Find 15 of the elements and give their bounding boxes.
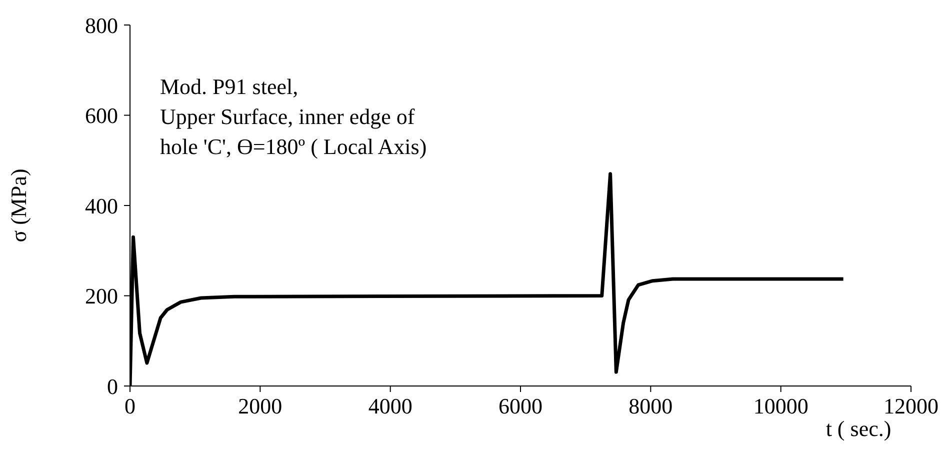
y-tick-label: 0 bbox=[107, 374, 118, 399]
x-tick-label: 2000 bbox=[238, 394, 282, 419]
y-axis-title: σ (MPa) bbox=[6, 168, 31, 242]
y-tick-label: 200 bbox=[85, 284, 118, 309]
y-tick-label: 800 bbox=[85, 12, 118, 38]
x-tick-label: 4000 bbox=[368, 394, 412, 419]
annotation: Mod. P91 steel, Upper Surface, inner edge of hole 'C', Ө=180º ( Local Axis) bbox=[160, 73, 427, 161]
x-axis-title: t ( sec.) bbox=[826, 416, 892, 441]
x-tick-label: 10000 bbox=[753, 394, 808, 419]
x-tick-label: 12000 bbox=[884, 394, 938, 419]
y-tick-label: 400 bbox=[85, 193, 118, 218]
y-tick-label: 600 bbox=[85, 103, 118, 128]
x-tick-label: 8000 bbox=[628, 394, 673, 419]
x-tick-label: 0 bbox=[124, 394, 136, 419]
x-tick-label: 6000 bbox=[498, 394, 542, 419]
